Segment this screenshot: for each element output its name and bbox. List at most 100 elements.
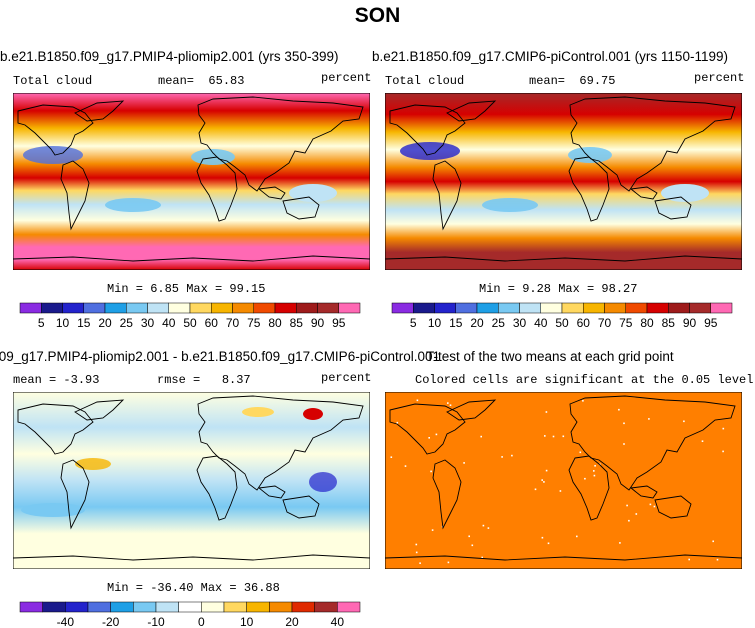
coastline xyxy=(257,186,286,200)
colorbar-swatch xyxy=(646,302,669,314)
coastline xyxy=(569,395,736,491)
insignificant-cell xyxy=(619,542,621,544)
insignificant-cell xyxy=(688,558,690,561)
insignificant-cell xyxy=(626,504,628,507)
insignificant-cell xyxy=(562,435,565,438)
coastline xyxy=(569,96,736,192)
colorbar-label: 80 xyxy=(268,316,282,330)
figure-title: SON xyxy=(354,4,401,27)
insignificant-cell xyxy=(447,561,450,564)
insignificant-cell xyxy=(594,465,596,467)
insignificant-cell xyxy=(576,535,578,538)
colorbar-label: 90 xyxy=(683,316,697,330)
panel3-map xyxy=(13,392,370,569)
colorbar-swatch xyxy=(147,302,169,314)
insignificant-cell xyxy=(701,440,704,442)
colorbar-label: 50 xyxy=(183,316,197,330)
insignificant-cell xyxy=(415,551,418,554)
colorbar-swatch xyxy=(710,302,733,314)
colorbar-swatch xyxy=(498,302,520,314)
insignificant-cell xyxy=(579,451,582,454)
panel1-title: b.e21.B1850.f09_g17.PMIP4-pliomip2.001 (… xyxy=(0,49,339,64)
insignificant-cell xyxy=(463,462,465,464)
colorbar-swatch xyxy=(178,601,202,613)
colorbar-label: -20 xyxy=(102,615,120,627)
colorbar-swatch xyxy=(291,601,315,613)
insignificant-cell xyxy=(593,470,595,472)
colorbar-swatch xyxy=(604,302,626,314)
colorbar-label: 5 xyxy=(38,316,45,330)
insignificant-cell xyxy=(623,422,625,425)
insignificant-cell xyxy=(428,437,430,439)
insignificant-cell xyxy=(593,474,596,477)
insignificant-cell xyxy=(511,454,513,457)
colorbar-label: 40 xyxy=(534,316,548,330)
coastline xyxy=(197,96,364,192)
colorbar-swatch xyxy=(519,302,541,314)
colorbar-label: 10 xyxy=(240,615,254,627)
insignificant-cell xyxy=(534,488,537,491)
coastline xyxy=(13,255,370,262)
colorbar-swatch xyxy=(41,302,63,314)
insignificant-cell xyxy=(471,544,474,547)
coastline xyxy=(17,403,94,455)
panel1-mean: mean= 65.83 xyxy=(158,74,245,88)
panel1-minmax: Min = 6.85 Max = 99.15 xyxy=(107,282,266,296)
insignificant-cell xyxy=(416,399,419,402)
insignificant-cell xyxy=(481,556,483,559)
panel2-units: percent xyxy=(694,71,745,85)
panel2-map xyxy=(385,93,742,270)
insignificant-cell xyxy=(419,562,421,564)
insignificant-cell xyxy=(404,465,407,467)
insignificant-cell xyxy=(722,427,725,430)
insignificant-cell xyxy=(683,420,685,423)
colorbar-label: 75 xyxy=(247,316,261,330)
panel2-mean: mean= 69.75 xyxy=(529,74,616,88)
colorbar-swatch xyxy=(211,302,233,314)
coastline xyxy=(568,455,610,521)
insignificant-cell xyxy=(648,418,650,420)
colorbar-label: 30 xyxy=(141,316,155,330)
colorbar-label: 90 xyxy=(311,316,325,330)
insignificant-cell xyxy=(623,443,625,445)
insignificant-cell xyxy=(435,433,438,436)
colorbar-swatch xyxy=(133,601,157,613)
colorbar-label: 95 xyxy=(332,316,346,330)
colorbar-label: 20 xyxy=(285,615,299,627)
colorbar-label: 40 xyxy=(162,316,176,330)
coastline xyxy=(74,100,125,122)
coastline xyxy=(385,554,742,561)
panel3-units: percent xyxy=(321,371,372,385)
insignificant-cell xyxy=(545,411,548,413)
colorbar-swatch xyxy=(296,302,318,314)
colorbar-swatch xyxy=(668,302,690,314)
insignificant-cell xyxy=(541,479,543,481)
colorbar-label: 75 xyxy=(619,316,633,330)
colorbar-label: 80 xyxy=(640,316,654,330)
coastline xyxy=(629,186,658,200)
colorbar-label: 85 xyxy=(290,316,304,330)
insignificant-cell xyxy=(482,524,485,527)
colorbar-swatch xyxy=(223,601,247,613)
coastline xyxy=(432,459,462,530)
panel3-title: b.e21.B1850.f09_g17.PMIP4-pliomip2.001 -… xyxy=(0,349,440,364)
colorbar-label: -10 xyxy=(147,615,165,627)
insignificant-cell xyxy=(447,402,449,404)
coastline xyxy=(60,459,90,530)
colorbar-swatch xyxy=(540,302,563,314)
insignificant-cell xyxy=(712,540,714,543)
colorbar-swatch xyxy=(155,601,179,613)
colorbar-swatch xyxy=(42,601,66,613)
panel4-map xyxy=(385,392,742,569)
colorbar-swatch xyxy=(83,302,106,314)
colorbar-swatch xyxy=(434,302,456,314)
colorbar-swatch xyxy=(65,601,89,613)
insignificant-cell xyxy=(653,505,656,508)
insignificant-cell xyxy=(468,535,470,538)
insignificant-cell xyxy=(415,543,418,546)
coastline xyxy=(13,554,370,561)
insignificant-cell xyxy=(618,408,620,411)
colorbar-swatch xyxy=(126,302,148,314)
insignificant-cell xyxy=(544,435,546,437)
colorbar-swatch xyxy=(338,302,361,314)
